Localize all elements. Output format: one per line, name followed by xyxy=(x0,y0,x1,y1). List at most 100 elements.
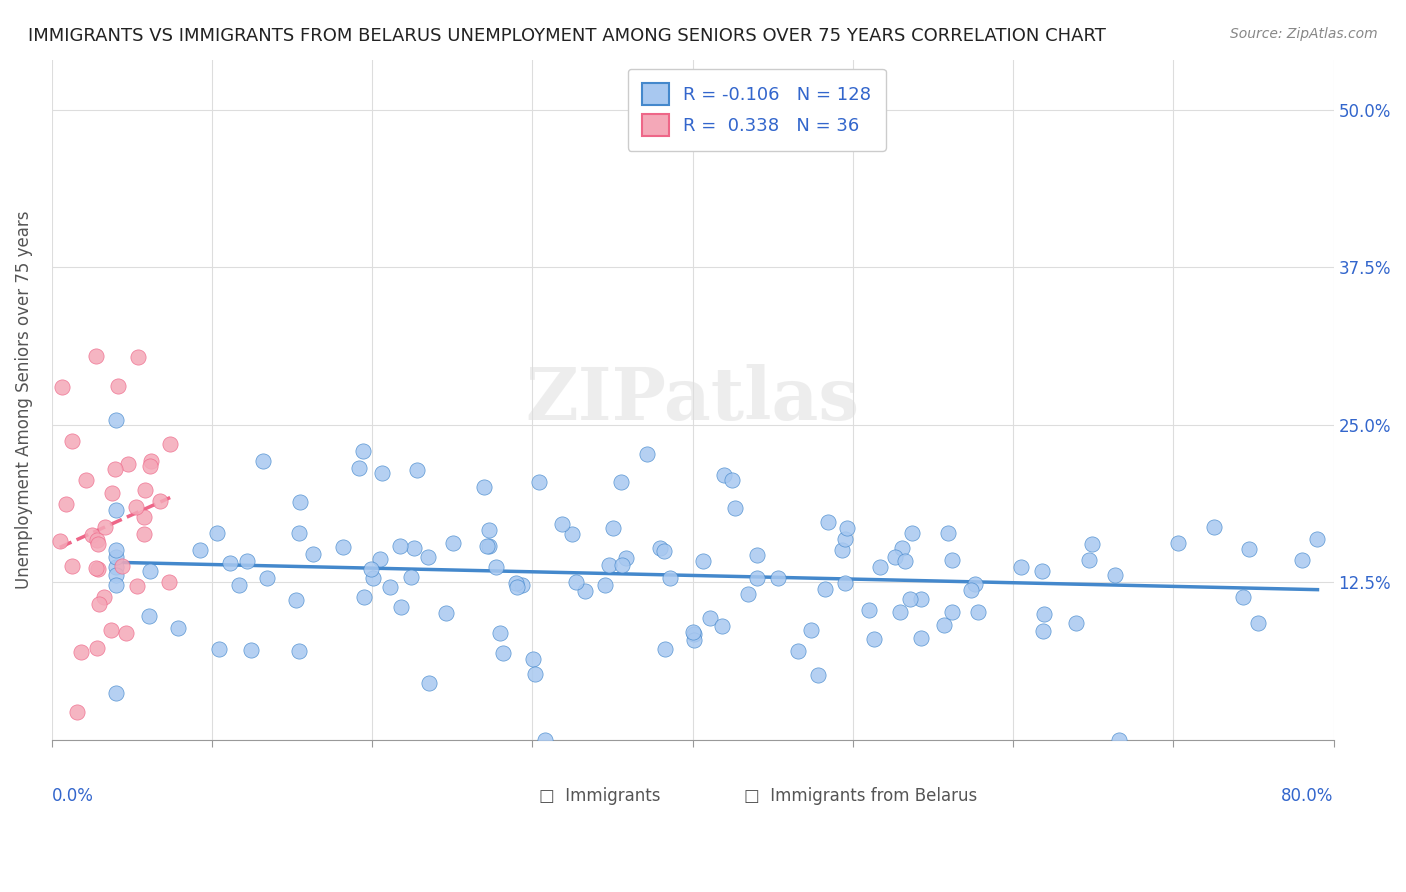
Point xyxy=(93,591,115,605)
Point xyxy=(478,523,501,537)
Point xyxy=(1247,615,1270,630)
Point xyxy=(910,631,932,645)
Point xyxy=(111,559,134,574)
Legend: R = -0.106   N = 128, R =  0.338   N = 36: R = -0.106 N = 128, R = 0.338 N = 36 xyxy=(627,69,886,151)
Point xyxy=(101,486,124,500)
Point xyxy=(510,577,533,591)
Point xyxy=(405,463,427,477)
Point xyxy=(648,541,671,555)
Point xyxy=(104,413,127,427)
Point xyxy=(477,539,499,553)
Point xyxy=(219,556,242,570)
Point xyxy=(139,459,162,474)
Text: 80.0%: 80.0% xyxy=(1281,787,1333,805)
Point xyxy=(86,640,108,655)
Point xyxy=(522,652,544,666)
Point xyxy=(602,521,624,535)
Point xyxy=(478,540,501,554)
Point xyxy=(485,560,508,574)
Point xyxy=(124,500,146,514)
Point xyxy=(941,605,963,619)
Point xyxy=(86,533,108,547)
Point xyxy=(505,580,527,594)
Point xyxy=(1232,591,1254,605)
Point xyxy=(720,473,742,487)
Point xyxy=(239,642,262,657)
Point xyxy=(418,675,440,690)
Point xyxy=(402,541,425,555)
Point xyxy=(127,350,149,364)
Point xyxy=(100,623,122,637)
Point xyxy=(654,642,676,657)
Point xyxy=(104,549,127,564)
Point xyxy=(134,509,156,524)
Point xyxy=(190,542,212,557)
Point xyxy=(595,578,617,592)
Point xyxy=(87,597,110,611)
Point xyxy=(766,571,789,585)
Point xyxy=(565,574,588,589)
Point xyxy=(167,621,190,635)
Point xyxy=(134,527,156,541)
Point xyxy=(737,587,759,601)
Point xyxy=(66,705,89,719)
Point xyxy=(347,461,370,475)
Point xyxy=(1306,532,1329,546)
Point xyxy=(863,632,886,647)
Point xyxy=(561,527,583,541)
Point xyxy=(288,495,311,509)
Point xyxy=(60,559,83,574)
Point xyxy=(399,570,422,584)
Point xyxy=(934,618,956,632)
Point xyxy=(104,462,127,476)
Point xyxy=(60,434,83,448)
Point xyxy=(80,528,103,542)
Point xyxy=(1104,568,1126,582)
Point xyxy=(534,732,557,747)
Point xyxy=(353,590,375,604)
Point xyxy=(966,606,988,620)
Point xyxy=(441,536,464,550)
Text: 0.0%: 0.0% xyxy=(52,787,94,805)
Point xyxy=(149,494,172,508)
Point xyxy=(1237,542,1260,557)
Point xyxy=(901,526,924,541)
Text: □  Immigrants from Belarus: □ Immigrants from Belarus xyxy=(744,787,977,805)
Point xyxy=(288,525,311,540)
Point xyxy=(51,380,73,394)
Point xyxy=(389,599,412,614)
Text: IMMIGRANTS VS IMMIGRANTS FROM BELARUS UNEMPLOYMENT AMONG SENIORS OVER 75 YEARS C: IMMIGRANTS VS IMMIGRANTS FROM BELARUS UN… xyxy=(28,27,1107,45)
Point xyxy=(371,466,394,480)
Point xyxy=(898,592,921,607)
Point xyxy=(104,578,127,592)
Point xyxy=(891,541,914,555)
Point xyxy=(800,624,823,638)
Point xyxy=(488,625,510,640)
Point xyxy=(87,537,110,551)
Point xyxy=(389,540,412,554)
Point xyxy=(834,532,856,546)
Point xyxy=(236,554,259,568)
Point xyxy=(960,583,983,598)
Point xyxy=(228,578,250,592)
Point xyxy=(527,475,550,489)
Point xyxy=(1031,564,1053,578)
Point xyxy=(610,475,633,490)
Point xyxy=(724,500,747,515)
Point xyxy=(205,526,228,541)
Point xyxy=(104,503,127,517)
Point xyxy=(614,550,637,565)
Point xyxy=(941,552,963,566)
Point xyxy=(893,554,915,568)
Point xyxy=(551,517,574,532)
Point xyxy=(963,577,986,591)
Point xyxy=(1291,553,1313,567)
Point xyxy=(418,550,440,565)
Point xyxy=(361,571,384,585)
Point xyxy=(434,606,457,620)
Point xyxy=(104,686,127,700)
Point xyxy=(683,627,706,641)
Text: □  Immigrants: □ Immigrants xyxy=(538,787,661,805)
Point xyxy=(883,549,905,564)
Point xyxy=(745,571,768,585)
